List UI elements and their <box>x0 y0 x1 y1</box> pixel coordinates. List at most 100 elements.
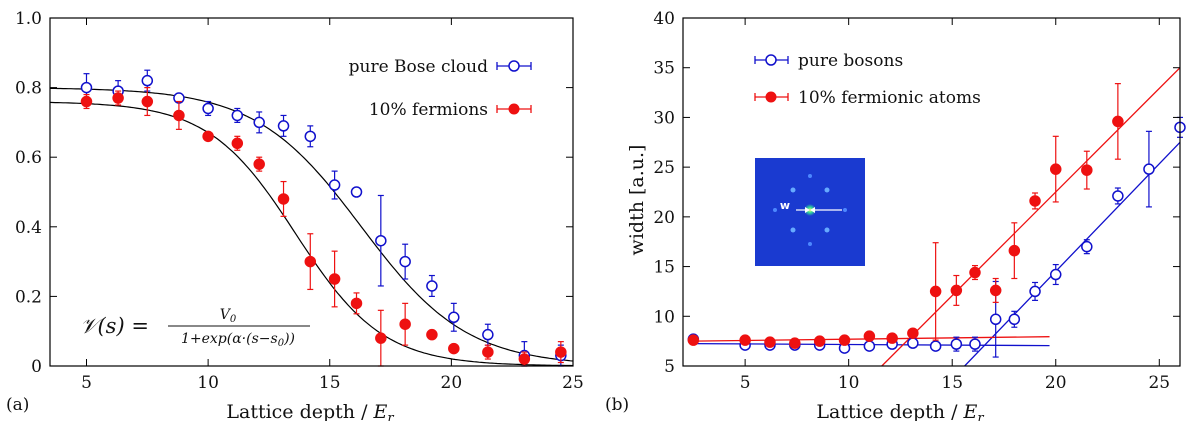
data-point <box>202 102 214 115</box>
panel-b-frame <box>682 17 1181 367</box>
data-point <box>277 193 290 205</box>
data-point <box>328 273 341 285</box>
data-point <box>1112 115 1124 128</box>
y-tick-label: 5 <box>664 357 675 377</box>
y-tick-label: 15 <box>653 258 675 278</box>
panel-b-ticks: 5 10 15 20 25 5 10 15 20 25 30 35 40 <box>653 9 1180 393</box>
formula-denominator: 1+exp(α·(s−s0)) <box>181 331 295 349</box>
fit-line <box>964 141 1180 366</box>
data-point <box>907 337 919 349</box>
panel-a-frame <box>49 17 574 367</box>
data-point <box>328 179 341 191</box>
y-tick-label: 20 <box>653 208 675 228</box>
x-tick-label: 15 <box>941 373 963 393</box>
legend-marker-10pct-fermions <box>496 103 532 115</box>
panel-a-ticks: 5 10 15 20 25 0 0.2 0.4 0.6 0.8 1.0 <box>15 9 584 393</box>
fit-curve <box>50 87 573 362</box>
data-point <box>863 330 876 342</box>
data-point <box>813 335 826 347</box>
data-point <box>1008 244 1021 257</box>
y-tick-label: 0.8 <box>15 79 42 99</box>
y-tick-label: 0.6 <box>15 148 42 168</box>
data-point <box>277 120 290 132</box>
panel-a: 5 10 15 20 25 0 0.2 0.4 0.6 0.8 1.0 (a) Lattice de… <box>6 9 584 421</box>
fit-formula: 𝒱(s) = V0 1+exp(α·(s−s0)) <box>80 307 310 349</box>
legend-marker-pure-bosons <box>754 54 789 66</box>
data-point <box>739 334 751 346</box>
data-point <box>375 234 387 247</box>
data-point <box>202 130 214 143</box>
panel-b-marks <box>687 67 1186 366</box>
y-tick-label: 1.0 <box>15 9 42 29</box>
y-tick-label: 40 <box>653 9 675 29</box>
legend-label-pure-bosons: pure bosons <box>798 51 903 71</box>
data-point <box>1143 163 1155 175</box>
legend-marker-10pct-fermionic-atoms <box>754 91 789 103</box>
x-tick-label: 5 <box>81 373 92 393</box>
data-point <box>1050 163 1062 175</box>
data-point <box>231 137 244 150</box>
panel-a-x-axis-label: Lattice depth / Er <box>226 401 394 421</box>
data-point <box>969 338 981 350</box>
data-point <box>350 186 363 198</box>
data-point <box>375 332 387 344</box>
data-point <box>518 353 531 365</box>
data-point <box>687 334 700 346</box>
data-point <box>929 340 942 352</box>
data-point <box>141 95 154 108</box>
data-point <box>426 328 438 341</box>
data-point <box>1050 268 1062 281</box>
formula-lhs: 𝒱(s) = <box>80 314 149 338</box>
data-point <box>838 334 851 346</box>
data-point <box>989 313 1002 326</box>
data-point <box>482 346 494 358</box>
panel-b: 5 10 15 20 25 5 10 15 20 25 30 35 40 (b) Lattice dep… <box>605 9 1186 421</box>
y-tick-label: 0.4 <box>15 218 42 238</box>
data-point <box>863 340 876 352</box>
data-point <box>886 332 898 344</box>
y-tick-label: 30 <box>653 108 675 128</box>
legend-label-10pct-fermions: 10% fermions <box>369 100 488 120</box>
x-tick-label: 5 <box>740 373 751 393</box>
data-point <box>231 109 244 122</box>
x-tick-label: 15 <box>319 373 341 393</box>
data-point <box>399 318 411 330</box>
panel-b-legend: pure bosons 10% fermionic atoms <box>754 51 981 108</box>
data-point <box>1112 190 1124 202</box>
y-tick-label: 10 <box>653 307 675 327</box>
data-point <box>448 311 460 324</box>
data-point <box>1029 285 1041 298</box>
data-point <box>1081 164 1093 176</box>
panel-b-x-axis-label: Lattice depth / Er <box>816 401 984 421</box>
data-point <box>173 109 185 122</box>
x-tick-label: 25 <box>1148 373 1170 393</box>
x-tick-label: 10 <box>197 373 219 393</box>
data-point <box>80 95 93 108</box>
x-tick-label: 20 <box>1045 373 1067 393</box>
legend-marker-pure-bose-cloud <box>496 60 532 72</box>
legend-label-10pct-fermionic-atoms: 10% fermionic atoms <box>798 88 981 108</box>
panel-b-y-axis-label: width [a.u.] <box>626 145 648 256</box>
data-point <box>350 297 363 310</box>
y-tick-label: 25 <box>653 158 675 178</box>
data-point <box>426 280 438 292</box>
y-tick-label: 0 <box>31 357 42 377</box>
x-tick-label: 25 <box>562 373 584 393</box>
panel-b-label: (b) <box>605 395 629 415</box>
y-tick-label: 0.2 <box>15 287 42 307</box>
data-point <box>764 336 776 348</box>
inset-image: w <box>755 158 865 266</box>
x-tick-label: 20 <box>441 373 463 393</box>
data-point <box>950 284 963 297</box>
fit-line <box>881 67 1180 366</box>
data-point <box>907 327 919 339</box>
data-point <box>141 74 154 87</box>
data-point <box>989 284 1002 297</box>
panel-a-marks <box>50 69 573 367</box>
legend-label-pure-bose-cloud: pure Bose cloud <box>349 57 488 77</box>
data-point <box>789 337 801 349</box>
data-point <box>482 328 494 341</box>
panel-a-label: (a) <box>6 395 29 415</box>
y-tick-label: 35 <box>653 59 675 79</box>
